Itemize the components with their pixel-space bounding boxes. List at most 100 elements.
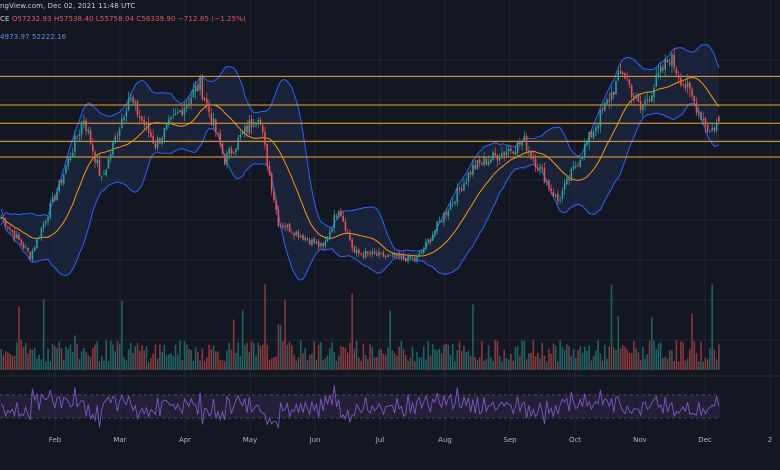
volume-bar [483, 360, 485, 370]
volume-bar [492, 361, 494, 370]
candle-body [599, 109, 602, 127]
candle-body [668, 62, 671, 65]
candle-body [288, 223, 291, 232]
volume-bar [476, 360, 479, 370]
candle-body [154, 143, 157, 148]
low-value: L55758.04 [95, 15, 135, 23]
volume-bar [539, 358, 541, 370]
candle-body [11, 229, 14, 232]
volume-bar [409, 357, 412, 370]
volume-bar [375, 357, 378, 370]
volume-bar [498, 355, 501, 370]
candle-body [651, 95, 653, 102]
x-axis-label: 2 [768, 436, 772, 444]
volume-bar [27, 353, 29, 370]
candle-body [411, 257, 414, 259]
volume-bar [244, 345, 246, 370]
volume-bar [436, 350, 438, 370]
volume-bar [525, 359, 528, 370]
candle-body [677, 75, 680, 78]
candle-body [664, 58, 666, 70]
candle-body [525, 135, 528, 151]
candle-body [165, 123, 168, 130]
candle-body [445, 212, 447, 215]
candle-body [389, 254, 391, 256]
chart-source-header: ngView.com, Dec 02, 2021 11:48 UTC [0, 2, 135, 10]
volume-bar [329, 348, 331, 370]
volume-bar [452, 343, 454, 370]
volume-bar [657, 343, 660, 370]
volume-bar [682, 342, 684, 370]
candle-body [581, 156, 584, 160]
volume-bar [510, 354, 512, 370]
volume-bar [259, 345, 262, 370]
volume-bar [161, 351, 163, 370]
volume-bar [635, 348, 637, 370]
volume-bar [371, 347, 374, 370]
volume-bar [304, 348, 306, 370]
candle-body [98, 159, 101, 176]
candle-body [503, 152, 506, 155]
volume-bar [306, 360, 309, 370]
candle-body [244, 126, 246, 133]
volume-bar [630, 353, 633, 370]
volume-bar [342, 346, 345, 370]
candle-body [320, 243, 322, 247]
volume-bar [67, 348, 69, 370]
candle-body [657, 73, 660, 77]
volume-bar [7, 352, 9, 370]
candle-body [619, 70, 622, 74]
x-axis-label: Sep [503, 436, 517, 444]
volume-bar [384, 354, 387, 370]
candle-body [87, 129, 90, 132]
volume-bar [534, 356, 537, 370]
candle-body [715, 122, 718, 131]
volume-bar [29, 348, 31, 370]
volume-bar [418, 357, 421, 370]
volume-bar [597, 340, 599, 370]
volume-bar [550, 353, 552, 370]
candle-body [684, 84, 687, 89]
volume-bar [11, 356, 14, 370]
candle-body [666, 59, 669, 63]
candle-body [393, 254, 396, 257]
volume-bar [165, 355, 168, 370]
candle-body [94, 151, 96, 163]
candle-body [275, 200, 277, 210]
candle-body [284, 227, 286, 229]
candle-body [31, 250, 34, 260]
candle-body [219, 132, 222, 145]
volume-bar [163, 344, 166, 370]
volume-bar [369, 344, 371, 370]
volume-bar [22, 346, 25, 370]
candle-body [697, 111, 700, 114]
volume-bar [71, 352, 74, 370]
candle-body [534, 158, 537, 168]
candle-body [221, 144, 224, 154]
candle-body [130, 98, 132, 100]
volume-bar [206, 357, 208, 370]
volume-bar [543, 355, 546, 370]
volume-bar [0, 349, 2, 370]
volume-bar [559, 340, 561, 370]
volume-bar [563, 350, 566, 370]
candle-body [476, 160, 479, 169]
volume-bar [414, 361, 416, 370]
candle-body [71, 153, 74, 158]
volume-bar [125, 360, 128, 370]
candle-body [487, 161, 490, 165]
volume-bar [89, 356, 92, 370]
candle-body [36, 238, 38, 248]
volume-bar [65, 346, 67, 370]
volume-bar [228, 342, 230, 370]
bollinger-legend: 4973.97 52222.16 [0, 33, 66, 41]
volume-bar [697, 361, 700, 370]
candle-body [382, 252, 385, 257]
volume-bar [18, 306, 20, 370]
candle-body [436, 221, 438, 232]
candle-body [264, 131, 266, 145]
volume-bar [700, 341, 702, 370]
candle-body [384, 256, 387, 257]
